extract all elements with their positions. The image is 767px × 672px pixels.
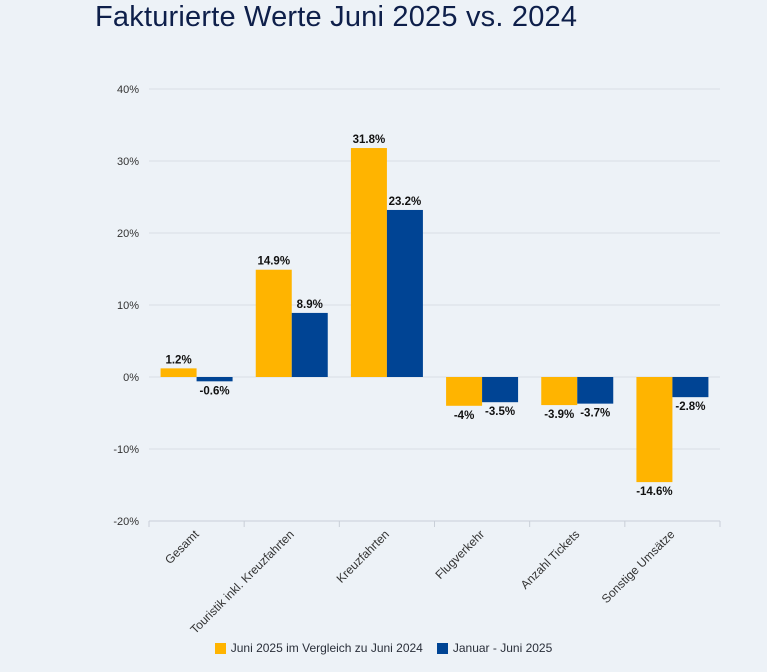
bar-2 [577,377,614,404]
bar-2 [291,312,328,377]
data-label: -3.9% [544,409,574,421]
data-label: -14.6% [636,486,672,498]
bar-1 [541,377,578,406]
data-label: 8.9% [297,299,323,311]
y-tick-label: -20% [113,516,139,528]
bar-2 [196,377,233,382]
chart-legend: Juni 2025 im Vergleich zu Juni 2024 Janu… [0,641,767,655]
data-label: 1.2% [165,354,191,366]
data-label: 14.9% [257,256,290,268]
data-label: -2.8% [675,401,705,413]
x-tick-label: Gesamt [162,527,202,567]
bar-1 [636,377,673,483]
y-tick-label: -10% [113,444,139,456]
x-tick-label: Touristik inkl. Kreuzfahrten [187,527,296,636]
data-label: -3.7% [580,408,610,420]
legend-label-series-2: Januar - Juni 2025 [452,641,553,655]
y-tick-label: 10% [117,300,139,312]
data-label: -0.6% [200,385,230,397]
bar-1 [160,368,197,377]
data-label: -3.5% [485,406,515,418]
data-label: -4% [454,410,474,422]
data-label: 31.8% [353,134,386,146]
data-label: 23.2% [389,196,422,208]
bar-2 [672,377,709,398]
legend-label-series-1: Juni 2025 im Vergleich zu Juni 2024 [230,641,423,655]
legend-swatch-series-2 [436,642,448,654]
legend-item-series-1[interactable]: Juni 2025 im Vergleich zu Juni 2024 [214,641,423,655]
x-tick-label: Flugverkehr [433,527,488,582]
bar-1 [446,377,483,406]
bar-1 [255,269,292,377]
x-tick-label: Anzahl Tickets [518,527,583,592]
bar-2 [386,209,423,377]
y-tick-label: 40% [117,84,139,96]
bar-2 [482,377,519,403]
y-tick-label: 0% [123,372,139,384]
legend-swatch-series-1 [214,642,226,654]
y-tick-label: 30% [117,156,139,168]
x-tick-label: Sonstige Umsätze [599,527,678,606]
chart-title: Fakturierte Werte Juni 2025 vs. 2024 [95,1,578,33]
bar-1 [350,148,387,377]
x-tick-label: Kreuzfahrten [334,527,392,585]
y-tick-label: 20% [117,228,139,240]
legend-item-series-2[interactable]: Januar - Juni 2025 [436,641,553,655]
